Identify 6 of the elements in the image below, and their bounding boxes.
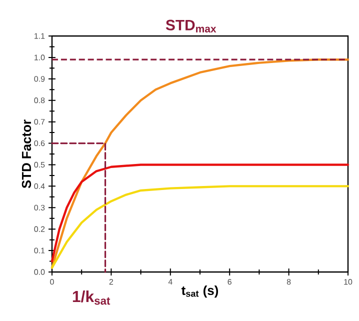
y-axis-title: STD Factor bbox=[22, 120, 32, 188]
x-axis-title: t$_{sat}$ (s) bbox=[181, 286, 218, 298]
line-series bbox=[50, 185, 350, 269]
line-series bbox=[50, 58, 350, 269]
ref-line-label: STD$_{max}$ bbox=[166, 20, 216, 32]
annotation: 1/k$_{sat}$ bbox=[72, 290, 110, 305]
